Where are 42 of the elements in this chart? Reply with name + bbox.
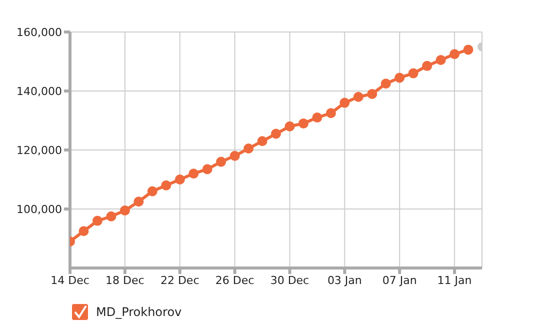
point xyxy=(380,78,391,89)
point xyxy=(92,216,102,226)
point xyxy=(134,196,144,207)
x-tick-label: 18 Dec xyxy=(106,274,144,287)
point xyxy=(78,226,89,236)
y-tick-label: 100,000 xyxy=(16,202,62,216)
legend-label: MD_Prokhorov xyxy=(96,305,182,319)
point xyxy=(106,211,116,222)
point xyxy=(244,144,254,154)
x-tick-label: 14 Dec xyxy=(50,274,90,287)
x-tick-label: 22 Dec xyxy=(160,274,200,287)
point xyxy=(188,168,199,179)
point xyxy=(284,121,295,132)
x-tick-label: 11 Jan xyxy=(437,274,472,287)
point xyxy=(353,92,364,102)
point xyxy=(450,49,460,60)
point xyxy=(312,112,322,123)
point xyxy=(216,156,226,167)
point xyxy=(120,205,130,216)
point xyxy=(161,180,172,190)
point xyxy=(271,128,281,139)
point xyxy=(436,55,446,66)
y-tick-label: 160,000 xyxy=(16,26,62,39)
point xyxy=(463,44,474,55)
point xyxy=(202,164,212,174)
point xyxy=(147,186,158,196)
point xyxy=(408,68,418,78)
point xyxy=(340,98,350,108)
y-tick-label: 140,000 xyxy=(16,84,62,98)
x-tick-label: 26 Dec xyxy=(215,274,254,287)
y-tick-label: 120,000 xyxy=(16,144,62,157)
x-tick-label: 03 Jan xyxy=(327,274,362,287)
x-tick-label: 07 Jan xyxy=(382,274,417,287)
point xyxy=(298,118,308,128)
point xyxy=(367,88,378,99)
x-tick-label: 30 Dec xyxy=(270,274,310,287)
point xyxy=(394,72,405,83)
point xyxy=(174,174,185,184)
point xyxy=(422,60,432,71)
point xyxy=(230,150,240,161)
point xyxy=(326,108,336,118)
point xyxy=(257,136,268,146)
